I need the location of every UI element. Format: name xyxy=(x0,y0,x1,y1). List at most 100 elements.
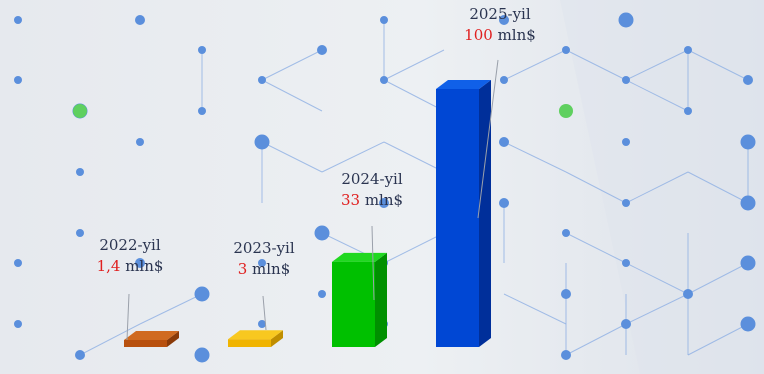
network-node xyxy=(622,76,630,84)
bar-2024-yil xyxy=(332,252,387,347)
network-link xyxy=(625,79,689,112)
network-node xyxy=(499,137,509,147)
bar-front xyxy=(332,261,375,347)
network-link xyxy=(565,49,627,81)
network-link xyxy=(625,171,689,204)
network-link xyxy=(383,232,445,264)
network-node xyxy=(499,15,509,25)
value-unit: mln$ xyxy=(360,191,403,209)
network-node-accent xyxy=(559,104,573,118)
network-link xyxy=(625,293,689,325)
bar-front xyxy=(228,339,271,347)
category-label: 2022-yil xyxy=(99,236,161,254)
network-link xyxy=(565,232,627,264)
leader-line xyxy=(371,225,375,301)
value-label: 100 mln$ xyxy=(464,26,536,44)
network-node xyxy=(683,289,693,299)
network-node xyxy=(198,46,206,54)
category-label: 2023-yil xyxy=(233,239,295,257)
bars-group xyxy=(124,80,491,347)
value-unit: mln$ xyxy=(493,26,536,44)
network-link xyxy=(687,262,749,295)
network-link xyxy=(79,323,141,356)
value-number: 33 xyxy=(341,191,360,209)
category-label: 2024-yil xyxy=(341,170,403,188)
bar-top xyxy=(436,80,491,89)
network-link xyxy=(687,49,749,81)
leader-line xyxy=(477,59,499,219)
network-node-accent xyxy=(73,104,87,118)
network-link xyxy=(383,49,445,81)
bar-2023-yil xyxy=(228,330,283,347)
network-link xyxy=(383,141,445,173)
bar-front xyxy=(124,340,167,347)
network-node xyxy=(380,76,388,84)
network-node xyxy=(135,15,145,25)
network-node xyxy=(317,45,327,55)
network-node xyxy=(254,134,270,150)
network-node xyxy=(500,76,508,84)
network-node xyxy=(380,16,388,24)
network-link xyxy=(261,49,323,81)
value-label: 3 mln$ xyxy=(238,260,291,278)
value-number: 100 xyxy=(464,26,493,44)
network-node xyxy=(14,76,22,84)
network-node xyxy=(622,138,630,146)
network-node xyxy=(618,12,634,28)
network-node xyxy=(622,199,630,207)
network-node xyxy=(314,225,330,241)
network-node xyxy=(14,259,22,267)
network-node xyxy=(499,198,509,208)
network-node xyxy=(135,258,145,268)
network-node xyxy=(561,350,571,360)
network-link xyxy=(503,49,567,81)
network-node xyxy=(194,347,210,363)
network-node xyxy=(562,46,570,54)
network-node xyxy=(258,259,266,267)
value-label: 33 mln$ xyxy=(341,191,403,209)
network-node xyxy=(194,286,210,302)
value-unit: mln$ xyxy=(247,260,290,278)
network-node xyxy=(14,16,22,24)
bar-top xyxy=(124,331,179,340)
network-node xyxy=(743,75,753,85)
network-node xyxy=(14,320,22,328)
network-node xyxy=(198,107,206,115)
bar-side xyxy=(271,330,283,347)
bar-2022-yil xyxy=(124,331,179,347)
network-node xyxy=(75,350,85,360)
network-node xyxy=(622,259,630,267)
value-label: 1,4 mln$ xyxy=(97,257,164,275)
bar-2025-yil xyxy=(436,80,491,347)
network-link xyxy=(625,262,689,295)
labels-group: 2022-yil 1,4 mln$ 2023-yil 3 mln$ 2024-yil 33… xyxy=(97,5,536,341)
bar-front xyxy=(436,89,479,347)
network-node xyxy=(258,320,266,328)
network-node xyxy=(258,76,266,84)
value-number: 1,4 xyxy=(97,257,121,275)
network-node xyxy=(76,168,84,176)
network-link xyxy=(139,293,203,325)
leader-line xyxy=(126,293,130,341)
network-link xyxy=(261,141,323,173)
network-link xyxy=(503,141,567,173)
network-link xyxy=(321,141,385,173)
network-link xyxy=(565,323,627,356)
network-link xyxy=(261,79,323,112)
network-node xyxy=(379,198,389,208)
network-node xyxy=(561,289,571,299)
bar-side xyxy=(375,252,387,347)
network-node xyxy=(318,290,326,298)
value-unit: mln$ xyxy=(120,257,163,275)
background-network xyxy=(14,12,756,363)
network-link xyxy=(625,49,689,81)
leader-line xyxy=(262,295,267,331)
network-node xyxy=(136,138,144,146)
network-node xyxy=(740,195,756,211)
background-sheen xyxy=(560,0,764,374)
network-node xyxy=(740,255,756,271)
network-link xyxy=(687,323,749,356)
category-label: 2025-yil xyxy=(469,5,531,23)
bar-top xyxy=(228,330,283,340)
